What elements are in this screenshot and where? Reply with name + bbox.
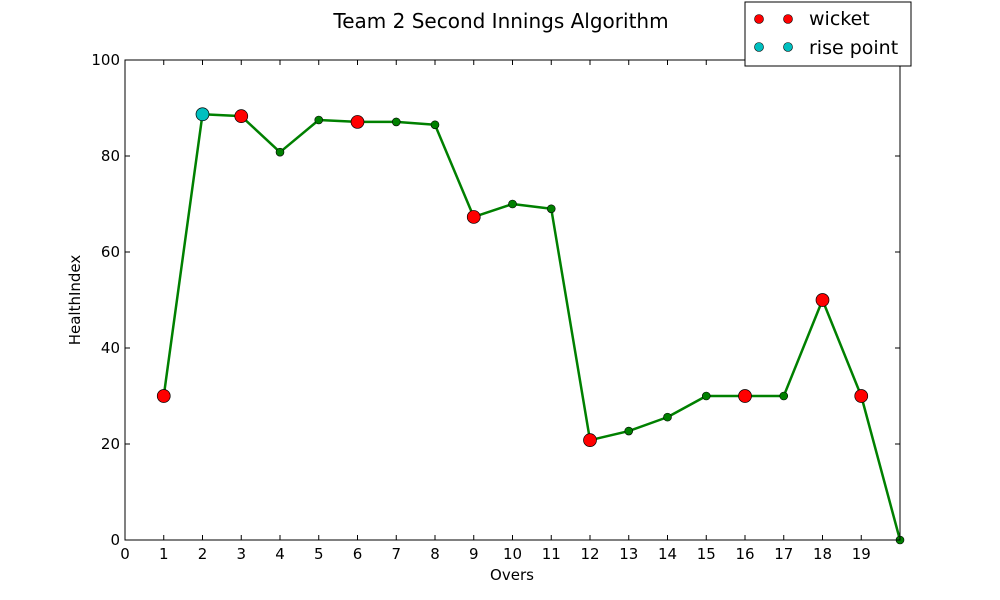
- y-tick-label: 80: [101, 147, 120, 165]
- series-point: [275, 147, 285, 157]
- legend-wicket-marker-left: [754, 14, 764, 24]
- legend: wicket rise point: [744, 1, 912, 67]
- x-tick-label: 10: [503, 545, 522, 563]
- x-axis-label: Overs: [490, 566, 534, 584]
- x-tick-label: 7: [391, 545, 401, 563]
- wicket-marker: [466, 210, 481, 224]
- y-tick-label: 20: [101, 435, 120, 453]
- wicket-marker: [350, 115, 365, 129]
- x-tick-label: 3: [236, 545, 246, 563]
- plot-area: 0 1 2 3 4 5 6 7 8 9 10 11 12 13 14 15 16 17 18 190204060801…: [91, 51, 905, 563]
- x-tick-label: 17: [774, 545, 793, 563]
- wicket-marker: [738, 389, 752, 403]
- x-tick-label: 5: [314, 545, 324, 563]
- wicket-marker: [583, 433, 597, 448]
- wicket-marker: [156, 389, 171, 403]
- wicket-marker: [815, 293, 830, 307]
- series-point: [663, 412, 672, 422]
- x-tick-label: 13: [619, 545, 638, 563]
- rise-point-marker: [195, 107, 210, 122]
- series-point: [391, 117, 401, 127]
- series-point: [430, 120, 440, 130]
- x-tick-label: 15: [697, 545, 716, 563]
- legend-rise-point-marker-right: [783, 42, 793, 52]
- series-point: [314, 115, 324, 125]
- x-tick-label: 14: [658, 545, 677, 563]
- x-tick-label: 1: [159, 545, 169, 563]
- x-tick-label: 16: [735, 545, 754, 563]
- series-point: [701, 391, 711, 401]
- x-tick-label: 9: [469, 545, 479, 563]
- wicket-marker: [854, 389, 869, 403]
- x-tick-label: 4: [275, 545, 285, 563]
- y-tick-label: 0: [110, 531, 120, 549]
- series-point: [508, 199, 517, 209]
- y-tick-label: 100: [91, 51, 120, 69]
- x-tick-label: 0: [120, 545, 130, 563]
- x-tick-label: 12: [580, 545, 599, 563]
- plot-frame: [124, 59, 901, 541]
- y-axis-label: HealthIndex: [66, 255, 84, 346]
- series-point: [779, 391, 789, 401]
- x-tick-label: 8: [430, 545, 440, 563]
- wicket-marker: [234, 109, 249, 124]
- x-tick-label: 11: [542, 545, 561, 563]
- x-tick-label: 19: [852, 545, 871, 563]
- y-tick-label: 60: [101, 243, 120, 261]
- x-tick-label: 18: [813, 545, 832, 563]
- legend-box: [744, 1, 912, 67]
- x-tick-label: 2: [198, 545, 208, 563]
- y-tick-label: 40: [101, 339, 120, 357]
- chart-title: Team 2 Second Innings Algorithm: [332, 9, 668, 33]
- legend-wicket-marker-right: [783, 14, 793, 24]
- series-line: [162, 112, 902, 541]
- series-point: [546, 204, 556, 214]
- x-tick-label: 6: [353, 545, 363, 563]
- series-point: [624, 426, 634, 436]
- legend-rise-point-label: rise point: [809, 37, 898, 59]
- legend-wicket-label: wicket: [809, 8, 870, 30]
- legend-rise-point-marker-left: [754, 42, 764, 52]
